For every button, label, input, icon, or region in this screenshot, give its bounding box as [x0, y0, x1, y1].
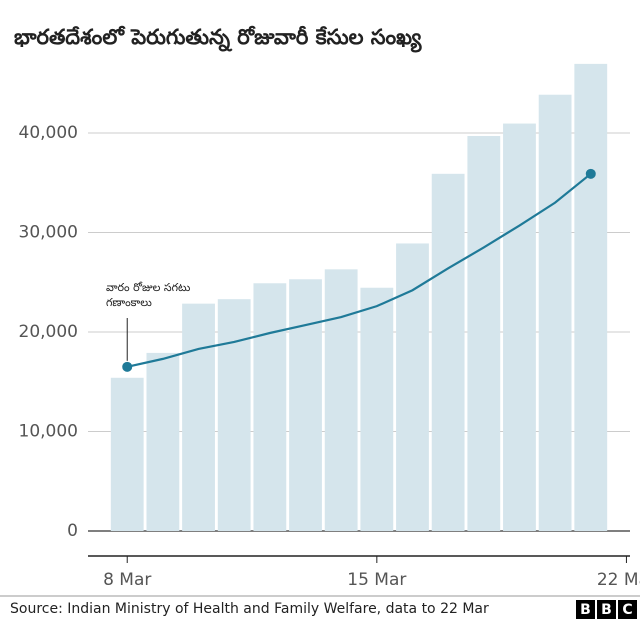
- bar: [182, 303, 215, 531]
- bar: [110, 377, 144, 531]
- legend-label-line: గణాంకాలు: [106, 296, 152, 309]
- source: Source: Indian Ministry of Health and Fa…: [10, 601, 489, 617]
- y-tick-label: 20,000: [19, 322, 78, 342]
- bar: [503, 123, 536, 531]
- bar: [538, 94, 572, 531]
- logo-block: [618, 600, 637, 619]
- bar: [146, 352, 180, 531]
- chart-title: భారతదేశంలో పెరుగుతున్న రోజువారీ కేసుల సం…: [14, 25, 423, 53]
- x-tick-label: 15 Mar: [347, 570, 406, 590]
- logo-letter: B: [580, 602, 591, 618]
- y-tick-label: 30,000: [19, 223, 78, 243]
- line-end-dot: [585, 168, 596, 179]
- logo-letter: B: [601, 602, 612, 618]
- bar: [467, 136, 501, 531]
- y-tick-label: 40,000: [19, 123, 78, 143]
- line-end-dot: [122, 361, 133, 372]
- bar: [574, 63, 608, 531]
- bar: [217, 299, 251, 531]
- bar: [324, 269, 358, 531]
- x-tick-label: 8 Mar: [103, 570, 151, 590]
- legend-label-line: వారం రోజుల సగటు: [106, 281, 191, 294]
- bar: [396, 243, 429, 531]
- x-tick-label: 22 Mar: [597, 570, 640, 590]
- bar: [289, 279, 322, 531]
- bar: [431, 173, 465, 531]
- legend-label: వారం రోజుల సగటు గణాంకాలు: [106, 281, 191, 309]
- logo-block: [576, 600, 595, 619]
- line: [126, 172, 592, 368]
- logo-letter: C: [622, 602, 632, 618]
- logo-block: [597, 600, 616, 619]
- y-tick-label: 10,000: [19, 422, 78, 442]
- bar: [253, 283, 287, 531]
- y-tick-label: 0: [67, 521, 78, 541]
- bar: [360, 287, 394, 531]
